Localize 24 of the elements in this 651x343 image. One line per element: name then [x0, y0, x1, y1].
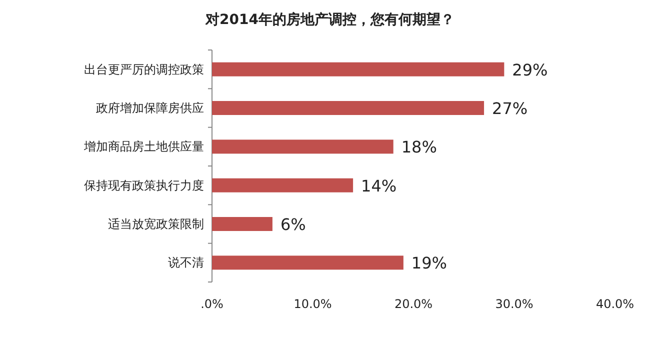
- bar: [212, 101, 484, 115]
- x-tick-label: .0%: [200, 297, 224, 311]
- x-tick-label: 40.0%: [596, 297, 634, 311]
- y-tick-label: 出台更严厉的调控政策: [84, 62, 204, 76]
- y-tick-label: 说不清: [168, 256, 204, 270]
- bar: [212, 140, 394, 154]
- x-tick-label: 10.0%: [294, 297, 332, 311]
- data-label: 19%: [411, 254, 447, 273]
- data-label: 14%: [361, 176, 397, 196]
- chart-title: 对2014年的房地产调控，您有何期望？: [204, 11, 454, 28]
- bar: [212, 178, 354, 192]
- bar: [212, 62, 504, 76]
- y-tick-label: 增加商品房土地供应量: [83, 140, 204, 154]
- y-tick-label: 适当放宽政策限制: [108, 217, 204, 231]
- bar: [212, 217, 272, 231]
- data-label: 6%: [280, 215, 306, 234]
- data-label: 18%: [401, 138, 437, 157]
- bar: [212, 256, 404, 270]
- y-tick-label: 政府增加保障房供应: [96, 101, 204, 115]
- data-label: 29%: [512, 60, 548, 80]
- x-tick-label: 20.0%: [394, 297, 433, 311]
- x-tick-label: 30.0%: [495, 297, 534, 311]
- y-tick-label: 保持现有政策执行力度: [84, 178, 204, 192]
- data-label: 27%: [492, 99, 528, 118]
